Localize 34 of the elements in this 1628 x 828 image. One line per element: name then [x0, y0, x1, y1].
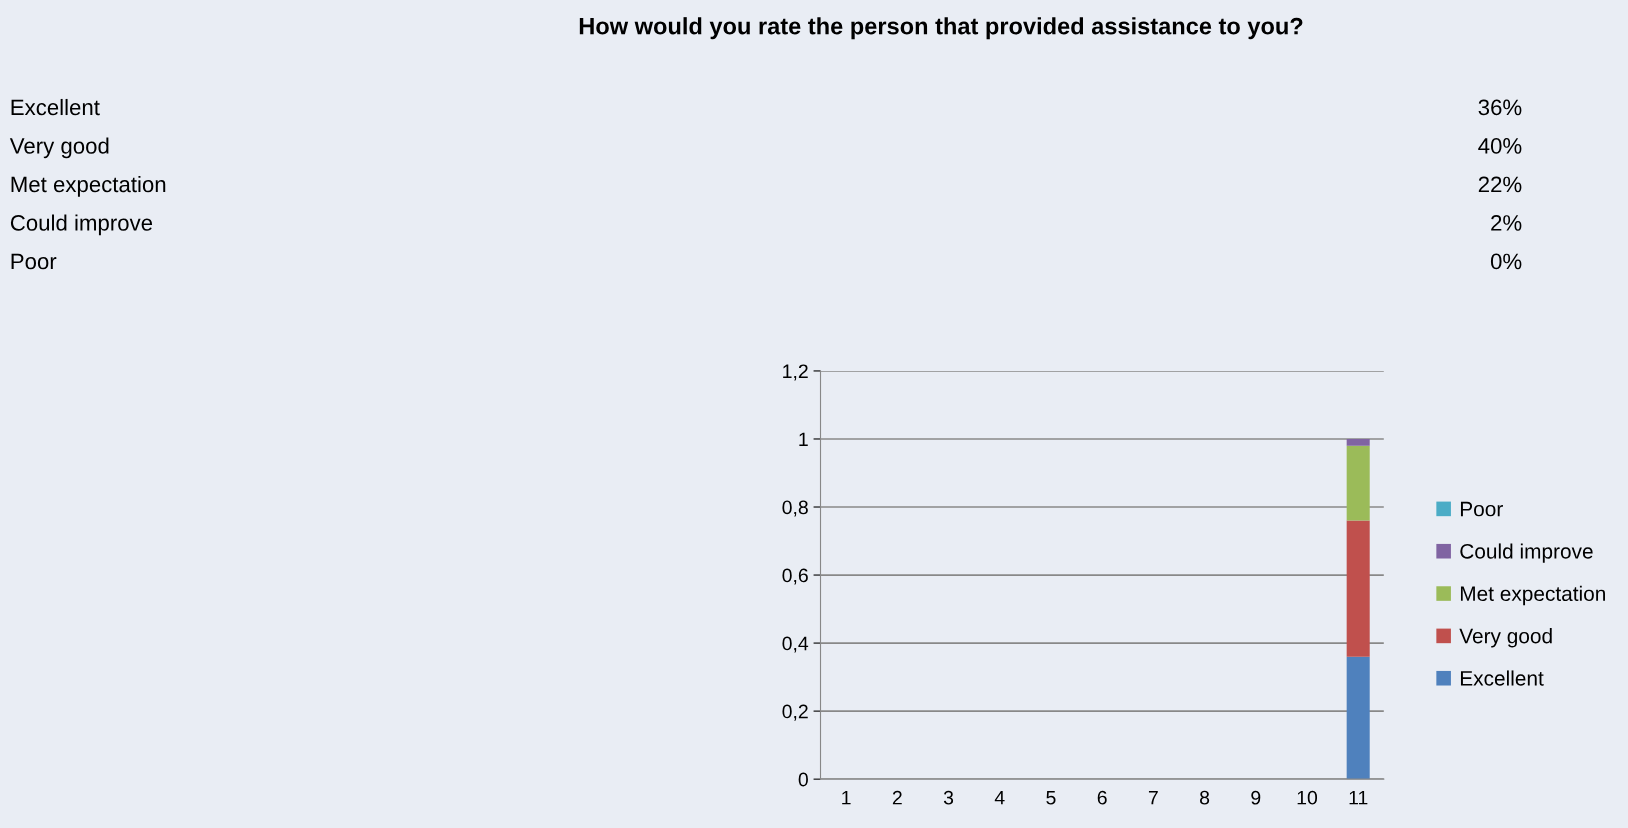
y-tick-label: 0,2 [782, 704, 808, 721]
text: Could improve [10, 214, 153, 236]
text: 36% [1478, 99, 1522, 116]
chart-title: How would you rate the person that provided assistance to you? [579, 17, 1303, 40]
y-tick-label: 0,4 [782, 636, 809, 653]
x-tick-label: 4 [994, 790, 1005, 805]
y-tick-label: 0,8 [782, 500, 808, 517]
text: Excellent [11, 98, 100, 116]
legend-label: Could improve [1460, 543, 1593, 563]
text: 0% [1490, 253, 1522, 270]
x-tick-label: 2 [892, 790, 902, 805]
legend-label: Poor [1460, 501, 1503, 517]
x-tick-label: 8 [1200, 790, 1210, 805]
text: 22% [1478, 176, 1522, 193]
text: Very good [9, 137, 109, 159]
text: Met expectation [11, 175, 166, 197]
x-tick-label: 5 [1046, 790, 1056, 805]
x-tick-label: 7 [1148, 790, 1158, 805]
x-tick-label: 9 [1251, 790, 1261, 805]
legend-label: Excellent [1460, 670, 1544, 686]
y-tick-label: 1,2 [783, 364, 808, 381]
x-tick-label: 6 [1097, 790, 1107, 805]
text: 2% [1491, 215, 1522, 231]
legend-label: Met expectation [1460, 585, 1605, 606]
text: Poor [11, 253, 57, 270]
text: 40% [1478, 138, 1522, 154]
x-tick-label: 3 [943, 790, 954, 805]
x-tick-label: 10 [1297, 790, 1318, 805]
y-tick-label: 0 [798, 772, 808, 787]
y-tick-label: 0,6 [782, 568, 808, 585]
legend-label: Very good [1459, 628, 1552, 648]
x-tick-label: 1 [842, 790, 851, 805]
y-tick-label: 1 [799, 432, 808, 447]
x-tick-label: 11 [1349, 790, 1368, 805]
